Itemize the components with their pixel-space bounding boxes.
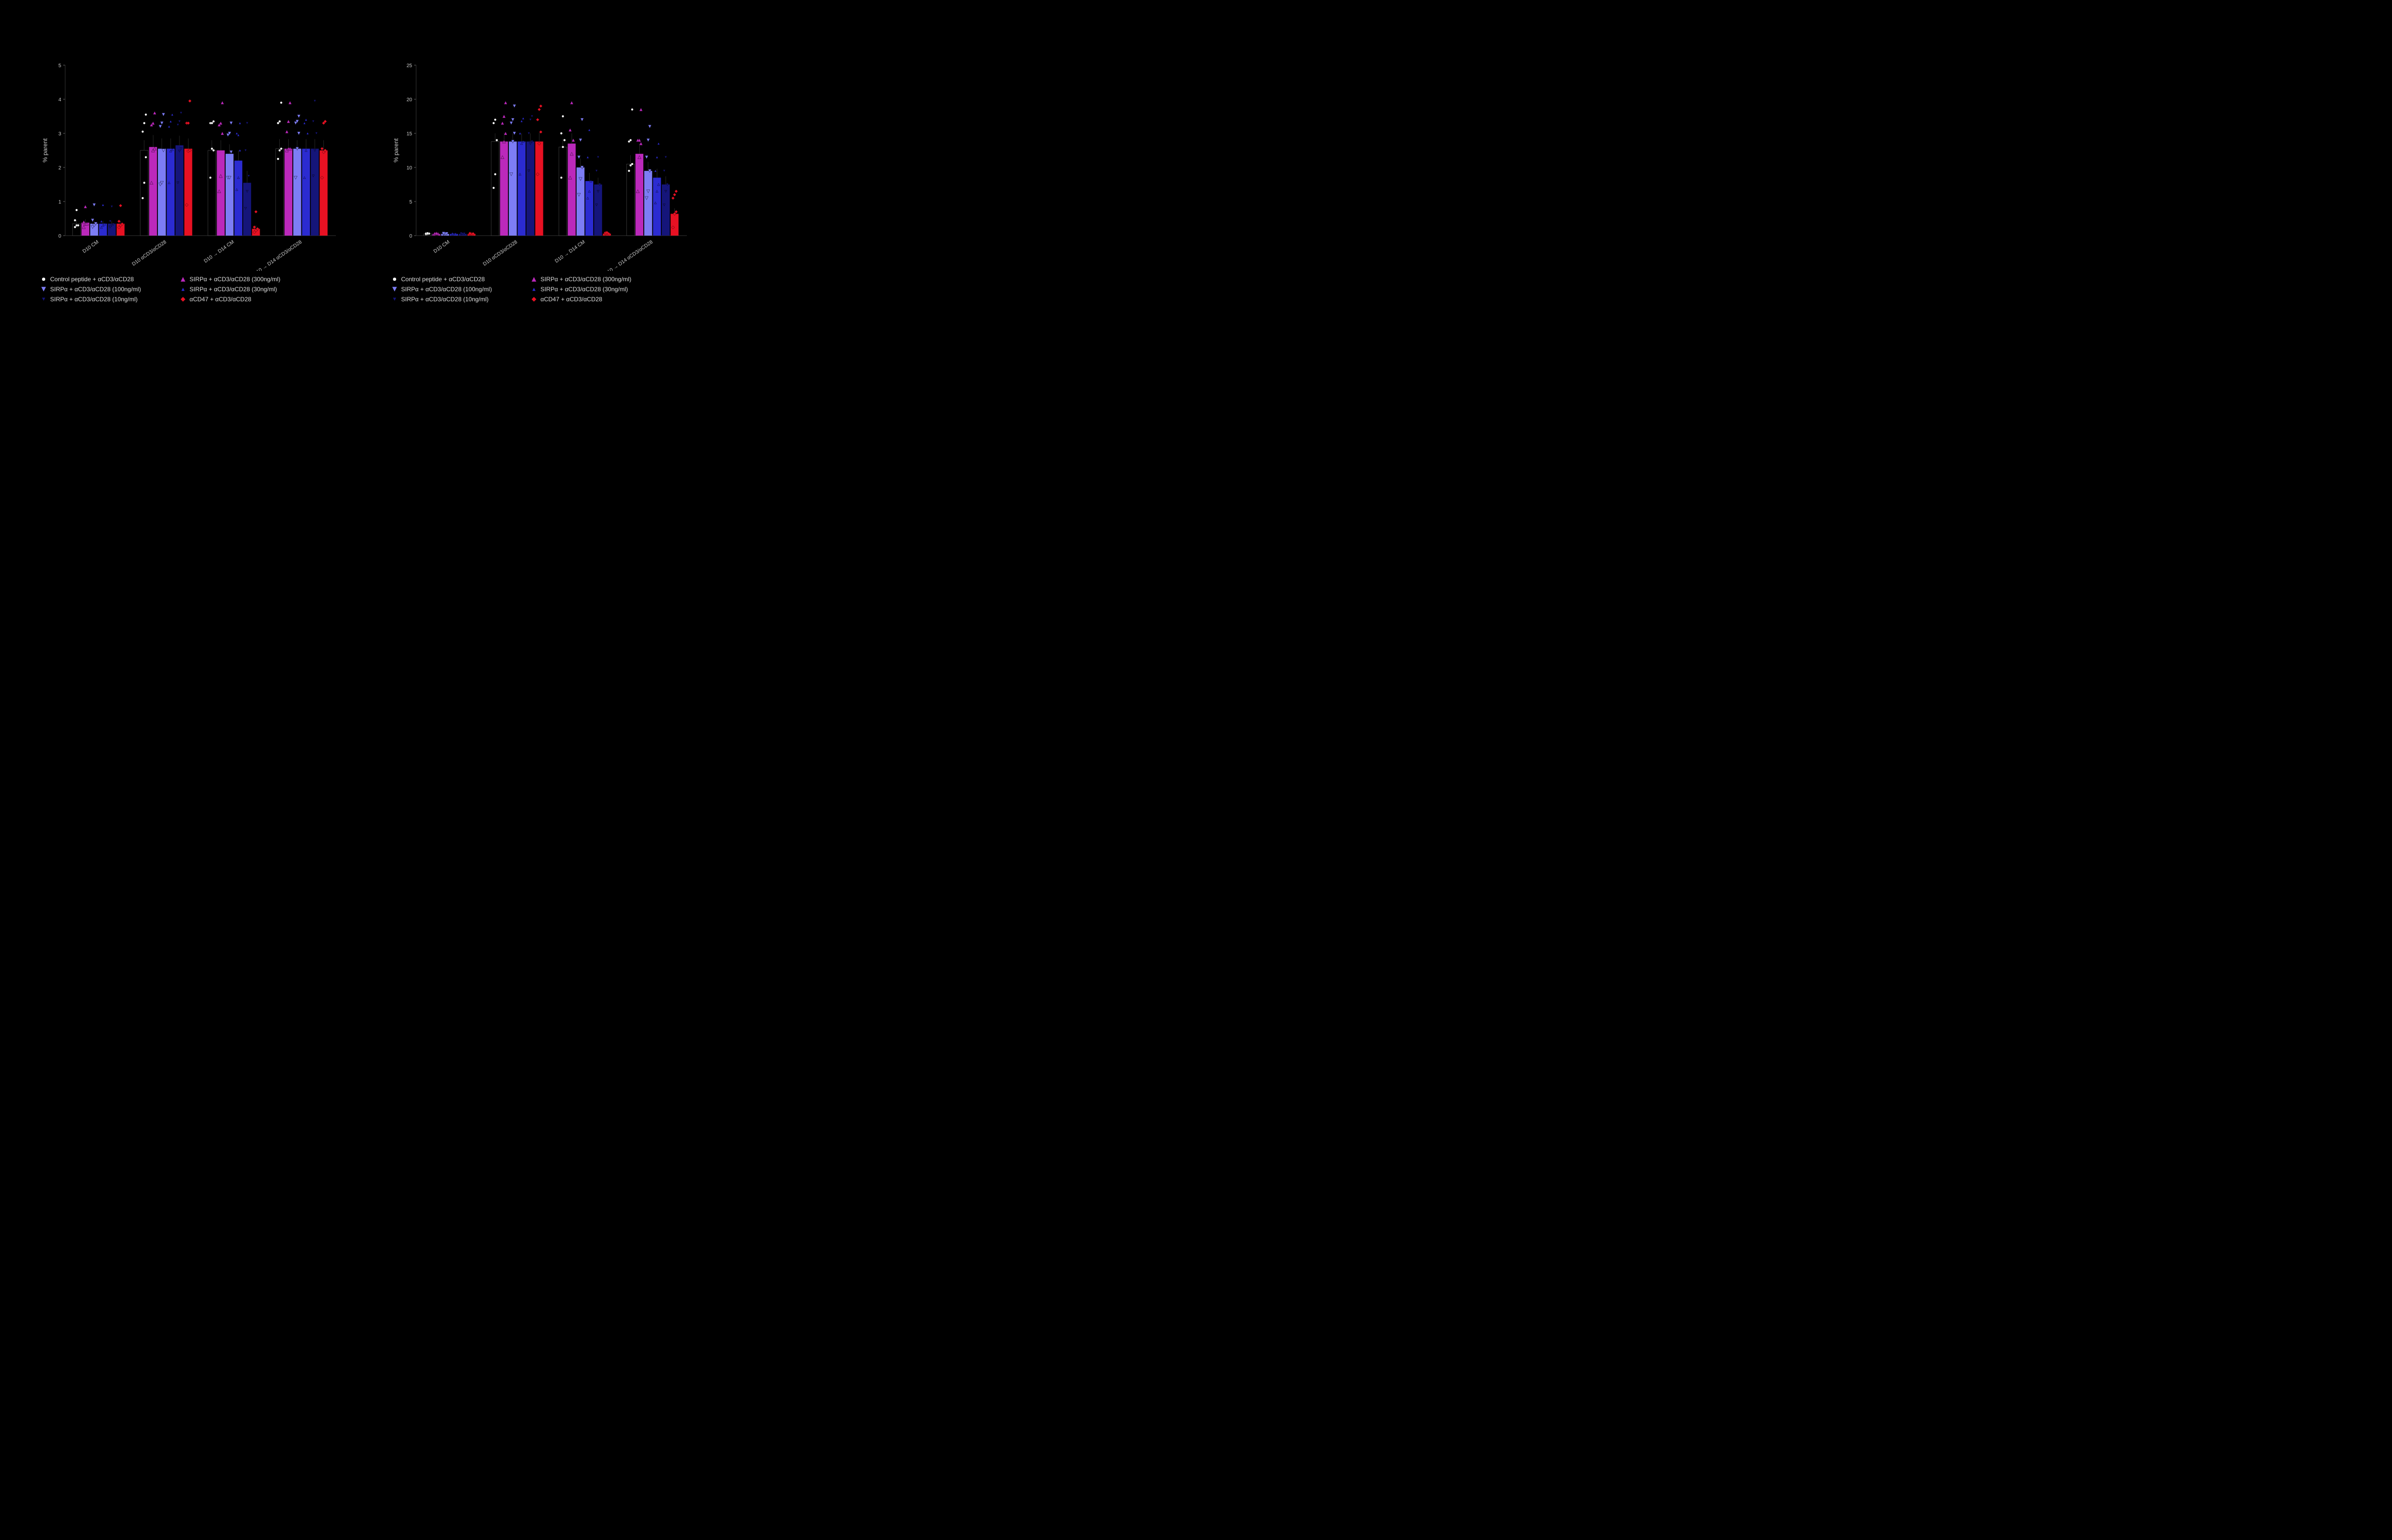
legend-item-sirp300: SIRPα + αCD3/αCD28 (300ng/ml) — [179, 276, 310, 283]
legend-item-sirp30: SIRPα + αCD3/αCD28 (30ng/ml) — [530, 286, 661, 293]
legend-swatch-sirp300 — [530, 276, 537, 283]
chart-left-svg: 012345% parentD10 CMD10 αCD3/αCD28D10 → … — [40, 60, 341, 271]
legend-swatch-sirp300 — [179, 276, 187, 283]
legend-swatch-sirp100 — [40, 286, 47, 293]
legend-item-cd47: αCD47 + αCD3/αCD28 — [179, 296, 310, 303]
legend-swatch-ctrl — [40, 276, 47, 283]
svg-text:5: 5 — [58, 63, 61, 69]
legend-item-sirp100: SIRPα + αCD3/αCD28 (100ng/ml) — [391, 286, 521, 293]
legend-label-ctrl: Control peptide + αCD3/αCD28 — [50, 276, 134, 283]
legend-swatch-sirp10 — [40, 296, 47, 303]
chart-right: 0510152025% parentD10 CMD10 αCD3/αCD28D1… — [391, 60, 692, 311]
legend-label-cd47: αCD47 + αCD3/αCD28 — [190, 296, 251, 303]
legend-label-sirp300: SIRPα + αCD3/αCD28 (300ng/ml) — [190, 276, 280, 283]
legend-label-cd47: αCD47 + αCD3/αCD28 — [540, 296, 602, 303]
legend-label-ctrl: Control peptide + αCD3/αCD28 — [401, 276, 485, 283]
svg-text:0: 0 — [409, 234, 412, 239]
legend-swatch-sirp100 — [391, 286, 398, 293]
legend-item-ctrl: Control peptide + αCD3/αCD28 — [40, 276, 170, 283]
chart-right-svg: 0510152025% parentD10 CMD10 αCD3/αCD28D1… — [391, 60, 692, 271]
svg-text:0: 0 — [58, 234, 61, 239]
legend-item-sirp10: SIRPα + αCD3/αCD28 (10ng/ml) — [40, 296, 170, 303]
svg-text:1: 1 — [58, 200, 61, 205]
svg-text:2: 2 — [58, 165, 61, 171]
svg-text:4: 4 — [58, 97, 61, 103]
svg-text:15: 15 — [407, 131, 413, 137]
svg-text:5: 5 — [409, 200, 412, 205]
page: 012345% parentD10 CMD10 αCD3/αCD28D10 → … — [0, 0, 770, 496]
legend-swatch-cd47 — [179, 296, 187, 303]
legend-item-sirp30: SIRPα + αCD3/αCD28 (30ng/ml) — [179, 286, 310, 293]
chart-left: 012345% parentD10 CMD10 αCD3/αCD28D10 → … — [40, 60, 341, 311]
legend-swatch-sirp10 — [391, 296, 398, 303]
legend-label-sirp10: SIRPα + αCD3/αCD28 (10ng/ml) — [50, 296, 138, 303]
svg-text:20: 20 — [407, 97, 413, 103]
legend-item-cd47: αCD47 + αCD3/αCD28 — [530, 296, 661, 303]
legend-item-ctrl: Control peptide + αCD3/αCD28 — [391, 276, 521, 283]
legend-right: Control peptide + αCD3/αCD28 SIRPα + αCD3… — [391, 276, 692, 303]
legend-label-sirp30: SIRPα + αCD3/αCD28 (30ng/ml) — [190, 286, 277, 293]
legend-item-sirp100: SIRPα + αCD3/αCD28 (100ng/ml) — [40, 286, 170, 293]
legend-label-sirp30: SIRPα + αCD3/αCD28 (30ng/ml) — [540, 286, 628, 293]
legend-swatch-sirp30 — [179, 286, 187, 293]
svg-text:10: 10 — [407, 165, 413, 171]
legend-swatch-ctrl — [391, 276, 398, 283]
svg-text:3: 3 — [58, 131, 61, 137]
legend-item-sirp10: SIRPα + αCD3/αCD28 (10ng/ml) — [391, 296, 521, 303]
legend-swatch-cd47 — [530, 296, 537, 303]
legend-label-sirp300: SIRPα + αCD3/αCD28 (300ng/ml) — [540, 276, 631, 283]
svg-text:% parent: % parent — [393, 138, 400, 162]
svg-text:25: 25 — [407, 63, 413, 69]
legend-label-sirp100: SIRPα + αCD3/αCD28 (100ng/ml) — [50, 286, 141, 293]
svg-text:% parent: % parent — [42, 138, 49, 162]
legend-label-sirp10: SIRPα + αCD3/αCD28 (10ng/ml) — [401, 296, 489, 303]
legend-label-sirp100: SIRPα + αCD3/αCD28 (100ng/ml) — [401, 286, 492, 293]
legend-swatch-sirp30 — [530, 286, 537, 293]
legend-item-sirp300: SIRPα + αCD3/αCD28 (300ng/ml) — [530, 276, 661, 283]
legend-left: Control peptide + αCD3/αCD28 SIRPα + αCD3… — [40, 276, 341, 303]
